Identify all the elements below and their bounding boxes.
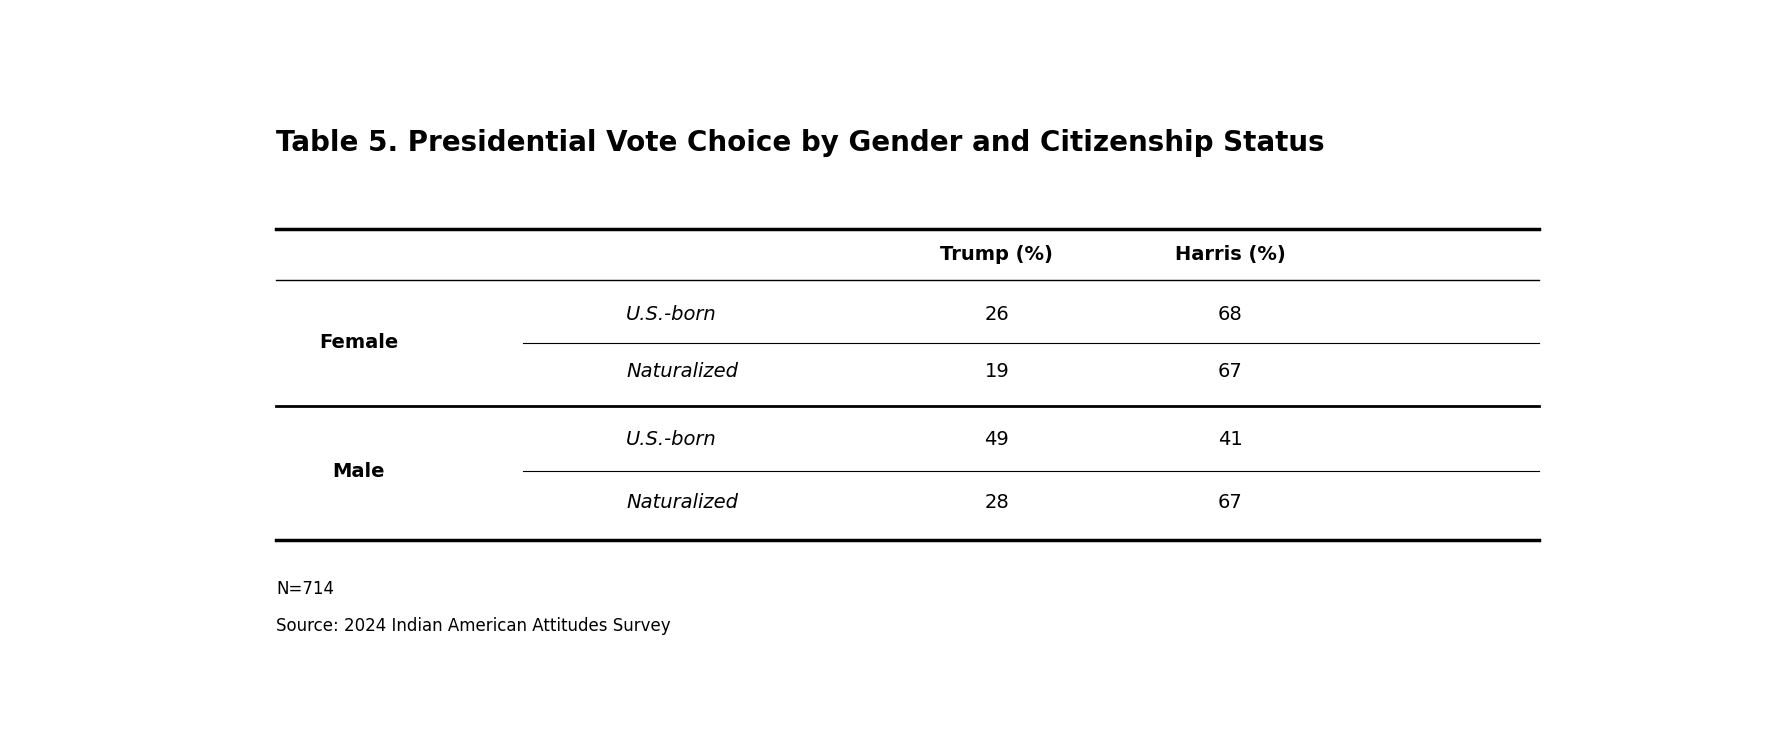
Text: 49: 49 <box>985 431 1009 449</box>
Text: Trump (%): Trump (%) <box>940 245 1054 264</box>
Text: 41: 41 <box>1218 431 1243 449</box>
Text: Naturalized: Naturalized <box>627 493 739 512</box>
Text: Male: Male <box>333 462 384 481</box>
Text: U.S.-born: U.S.-born <box>627 431 717 449</box>
Text: 67: 67 <box>1218 362 1243 381</box>
Text: N=714: N=714 <box>276 579 335 597</box>
Text: Source: 2024 Indian American Attitudes Survey: Source: 2024 Indian American Attitudes S… <box>276 617 671 635</box>
Text: Harris (%): Harris (%) <box>1174 245 1286 264</box>
Text: U.S.-born: U.S.-born <box>627 305 717 324</box>
Text: Table 5. Presidential Vote Choice by Gender and Citizenship Status: Table 5. Presidential Vote Choice by Gen… <box>276 129 1325 157</box>
Text: 28: 28 <box>985 493 1009 512</box>
Text: Female: Female <box>319 333 398 352</box>
Text: 68: 68 <box>1218 305 1243 324</box>
Text: 67: 67 <box>1218 493 1243 512</box>
Text: 19: 19 <box>985 362 1009 381</box>
Text: 26: 26 <box>985 305 1009 324</box>
Text: Naturalized: Naturalized <box>627 362 739 381</box>
